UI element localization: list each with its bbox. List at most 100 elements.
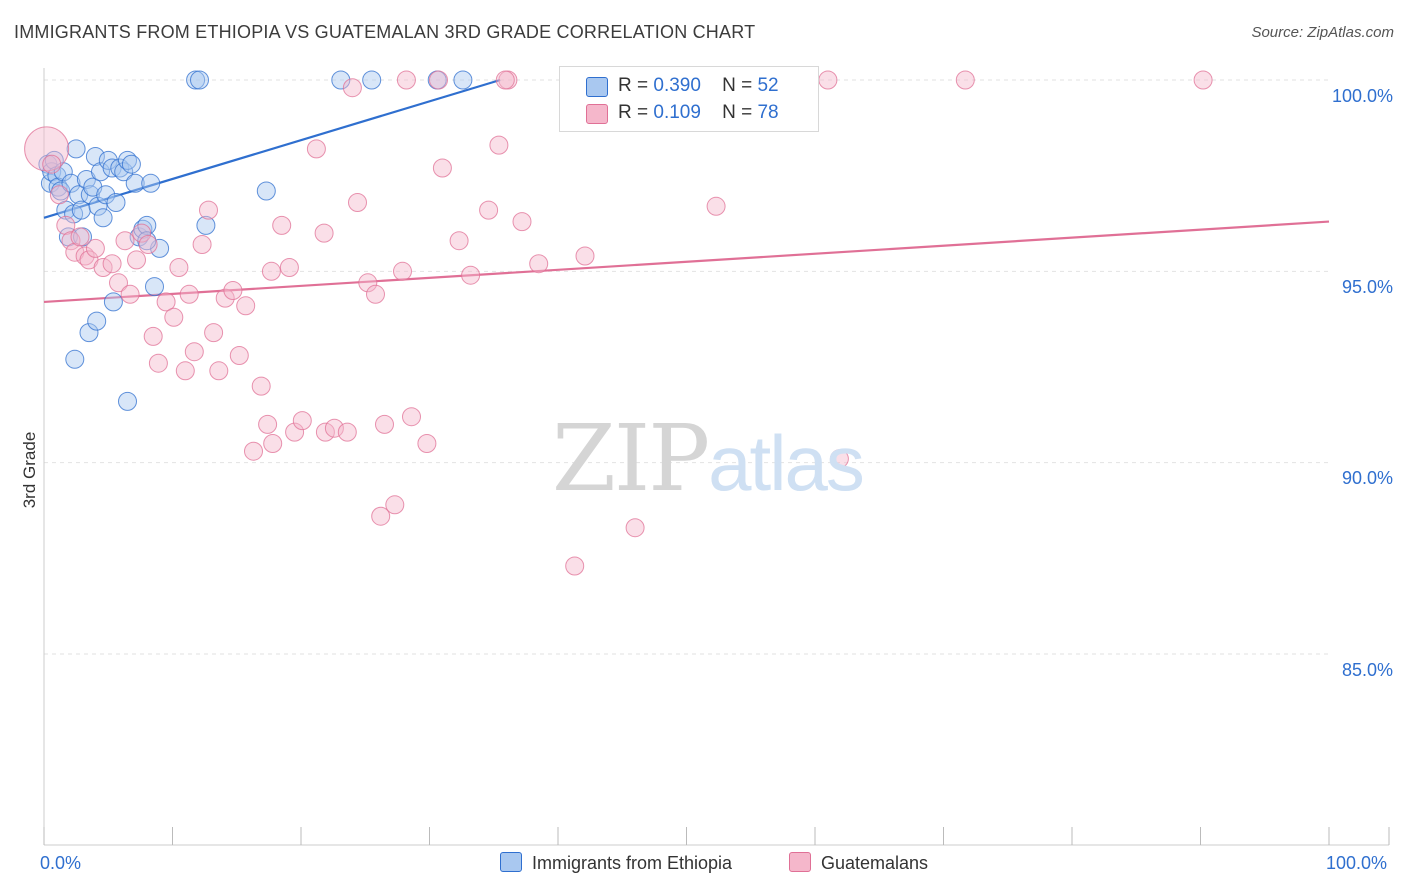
point-guatemalans-22 (169, 258, 189, 277)
point-guatemalans-41 (292, 411, 312, 431)
point-ethiopia-43 (186, 70, 206, 90)
point-ethiopia-45 (331, 70, 351, 90)
point-guatemalans-51 (393, 261, 412, 281)
point-guatemalans-46 (348, 193, 367, 212)
point-guatemalans-49 (375, 414, 394, 434)
point-ethiopia-23 (96, 185, 116, 205)
point-ethiopia-22 (93, 208, 113, 228)
y-tick-label-90: 90.0% (1341, 468, 1393, 488)
point-guatemalans-26 (192, 235, 212, 254)
point-ethiopia-30 (121, 154, 141, 174)
point-ethiopia-48 (453, 70, 473, 90)
point-guatemalans-53 (417, 434, 437, 453)
point-ethiopia-42 (103, 292, 123, 312)
point-ethiopia-50 (196, 215, 216, 235)
point-guatemalans-40 (285, 422, 305, 442)
point-guatemalans-71 (396, 70, 416, 90)
point-guatemalans-39 (279, 258, 299, 277)
point-ethiopia-35 (141, 173, 161, 193)
point-guatemalans-69 (955, 70, 975, 90)
point-guatemalans-77 (342, 78, 362, 98)
point-guatemalans-63 (575, 246, 595, 266)
point-guatemalans-15 (127, 250, 146, 270)
point-guatemalans-57 (479, 200, 499, 220)
point-ethiopia-12 (66, 139, 86, 159)
point-guatemalans-74 (314, 223, 334, 243)
point-guatemalans-19 (148, 353, 168, 373)
point-guatemalans-58 (489, 135, 509, 155)
point-ethiopia-19 (85, 147, 105, 166)
point-ethiopia-38 (79, 323, 99, 343)
scatter-points (24, 70, 1213, 576)
point-guatemalans-11 (102, 254, 122, 274)
point-guatemalans-64 (625, 518, 645, 538)
point-ethiopia-49 (256, 181, 276, 201)
legend-n-guatemalans: 78 (757, 102, 779, 123)
point-guatemalans-52 (402, 407, 421, 427)
point-guatemalans-16 (132, 223, 152, 243)
bottom-legend-ethiopia: Immigrants from Ethiopia (500, 852, 732, 874)
point-guatemalans-3 (56, 215, 76, 235)
point-guatemalans-25 (184, 342, 204, 362)
point-guatemalans-12 (109, 273, 128, 293)
y-tick-label-85: 85.0% (1341, 660, 1393, 680)
point-guatemalans-29 (209, 361, 229, 381)
stats-legend: R = 0.390 N = 52 R = 0.109 N = 78 (559, 66, 819, 132)
point-guatemalans-18 (143, 326, 163, 346)
point-guatemalans-62 (565, 556, 585, 576)
point-guatemalans-72 (495, 70, 515, 90)
point-guatemalans-61 (529, 254, 549, 274)
point-guatemalans-30 (215, 288, 235, 308)
point-ethiopia-44 (190, 70, 209, 90)
legend-n-ethiopia: 52 (757, 75, 779, 96)
point-guatemalans-31 (223, 281, 243, 300)
point-guatemalans-37 (263, 434, 283, 453)
point-guatemalans-2 (49, 185, 69, 205)
legend-swatch-guatemalans (586, 104, 608, 124)
point-guatemalans-42 (306, 139, 326, 159)
point-guatemalans-9 (85, 238, 105, 258)
point-guatemalans-33 (236, 296, 256, 316)
y-axis-label: 3rd Grade (20, 431, 39, 509)
point-guatemalans-67 (818, 70, 838, 90)
point-guatemalans-54 (432, 158, 452, 178)
legend-r-guatemalans: 0.109 (653, 102, 701, 123)
point-guatemalans-23 (175, 361, 195, 381)
point-guatemalans-70 (1193, 70, 1213, 90)
point-guatemalans-7 (75, 246, 95, 266)
point-guatemalans-21 (164, 307, 184, 327)
point-guatemalans-48 (366, 284, 385, 304)
point-guatemalans-68 (829, 449, 849, 469)
source-credit: Source: ZipAtlas.com (1251, 24, 1394, 41)
x-tick-label-min: 0.0% (40, 853, 82, 873)
point-ethiopia-36 (145, 277, 164, 297)
point-ethiopia-20 (88, 196, 108, 216)
point-guatemalans-38 (272, 215, 292, 235)
watermark: ZIPatlas (552, 405, 865, 512)
point-ethiopia-40 (65, 349, 85, 369)
point-guatemalans-55 (449, 231, 469, 251)
bottom-legend-swatch-guatemalans (789, 852, 811, 872)
gridlines (44, 79, 1329, 655)
point-ethiopia-31 (125, 173, 145, 193)
point-ethiopia-17 (80, 185, 100, 205)
point-guatemalans-60 (512, 212, 532, 232)
axes (43, 68, 1390, 846)
point-guatemalans-65 (706, 196, 726, 216)
point-guatemalans-28 (204, 323, 224, 343)
point-guatemalans-44 (324, 418, 344, 438)
point-guatemalans-32 (229, 346, 249, 365)
y-tick-label-95: 95.0% (1341, 277, 1393, 297)
point-guatemalans-6 (70, 227, 90, 247)
point-ethiopia-39 (87, 311, 107, 331)
point-guatemalans-20 (156, 292, 176, 312)
point-guatemalans-14 (120, 284, 140, 304)
point-guatemalans-1 (42, 154, 62, 174)
point-guatemalans-24 (179, 284, 199, 304)
point-ethiopia-46 (362, 70, 382, 90)
legend-r-ethiopia: 0.390 (653, 75, 701, 96)
bottom-legend-guatemalans: Guatemalans (789, 852, 928, 874)
y-tick-label-100: 100.0% (1331, 86, 1393, 106)
point-guatemalans-36 (258, 414, 278, 434)
